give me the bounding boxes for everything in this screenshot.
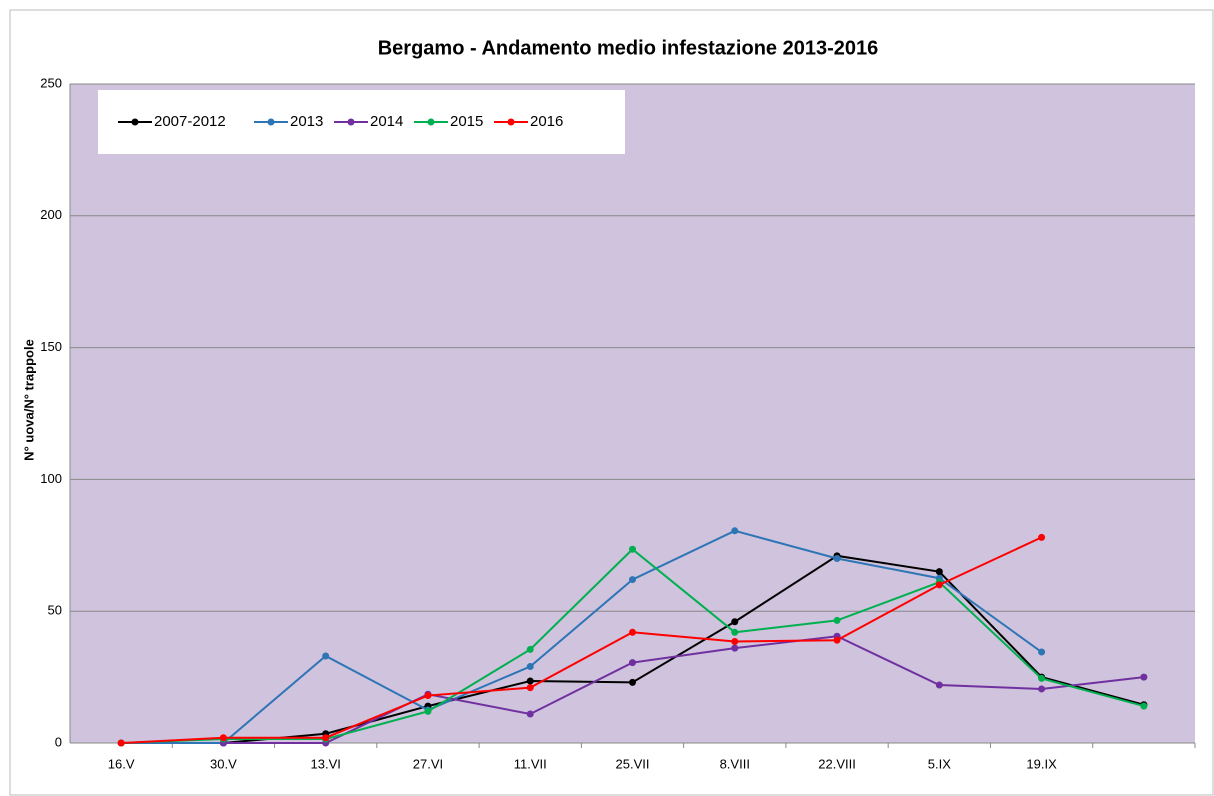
legend-label: 2007-2012 [154, 113, 226, 130]
x-tick-label: 5.IX [928, 756, 951, 771]
x-tick-label: 13.VI [311, 756, 341, 771]
data-point [322, 734, 330, 742]
series-line [223, 554, 1145, 744]
data-point [629, 576, 636, 584]
data-point [526, 645, 534, 653]
data-point [935, 681, 943, 689]
y-tick-label: 150 [40, 339, 62, 354]
y-tick-label: 100 [40, 471, 62, 486]
plot-area [70, 84, 1195, 743]
legend-marker [347, 118, 355, 126]
data-point [526, 684, 534, 692]
legend-label: 2013 [290, 113, 323, 130]
data-point [1140, 673, 1148, 681]
data-point [731, 638, 739, 646]
legend-marker [507, 118, 515, 126]
x-tick-label: 27.VI [413, 756, 443, 771]
data-point [629, 659, 636, 667]
y-tick-label: 200 [40, 207, 62, 222]
data-point [1038, 533, 1046, 541]
legend-marker [131, 118, 139, 126]
data-point [629, 545, 636, 553]
x-tick-label: 8.VIII [720, 756, 750, 771]
x-tick-label: 19.IX [1026, 756, 1057, 771]
data-point [1038, 674, 1046, 682]
series-line [121, 529, 1043, 744]
data-point [935, 568, 943, 576]
y-tick-label: 0 [55, 734, 62, 749]
data-point [1140, 702, 1148, 710]
x-tick-label: 30.V [210, 756, 237, 771]
data-point [935, 581, 943, 589]
legend-label: 2015 [450, 113, 483, 130]
data-point [526, 663, 534, 671]
y-axis-label: N° uova/N° trappole [21, 339, 36, 461]
series-line [121, 536, 1043, 744]
data-point [731, 644, 739, 652]
data-point [833, 554, 841, 562]
data-point [731, 618, 739, 626]
y-tick-label: 50 [48, 603, 62, 618]
data-point [833, 636, 841, 644]
data-point [424, 707, 432, 715]
data-point [424, 692, 432, 700]
y-tick-label: 250 [40, 75, 62, 90]
legend-marker [427, 118, 435, 126]
legend-marker [267, 118, 275, 126]
data-point [526, 677, 534, 685]
data-point [526, 710, 534, 718]
legend-label: 2014 [370, 113, 403, 130]
data-point [1038, 648, 1046, 656]
data-point [629, 678, 636, 686]
x-tick-label: 25.VII [616, 756, 650, 771]
data-point [117, 739, 125, 747]
x-tick-label: 16.V [108, 756, 135, 771]
legend-label: 2016 [530, 113, 563, 130]
data-point [1038, 685, 1046, 693]
data-point [629, 628, 636, 636]
data-point [219, 734, 227, 742]
series-line [223, 635, 1144, 744]
chart-title: Bergamo - Andamento medio infestazione 2… [378, 37, 879, 59]
data-point [731, 527, 739, 535]
data-point [731, 628, 739, 636]
data-point [833, 616, 841, 624]
x-tick-label: 22.VIII [818, 756, 856, 771]
x-tick-label: 11.VII [514, 756, 547, 771]
data-point [322, 652, 330, 660]
